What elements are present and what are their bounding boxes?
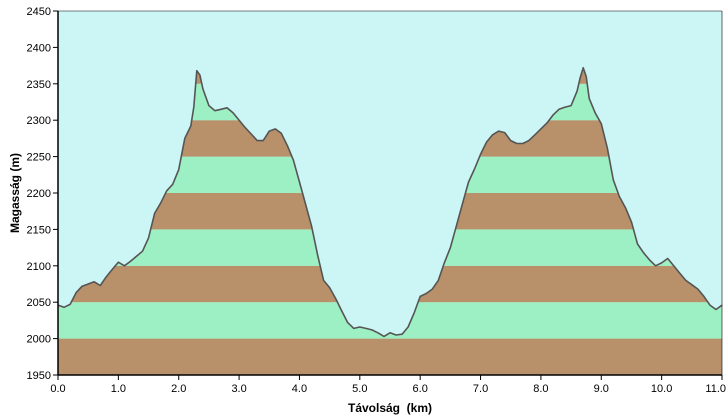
x-axis-ticks: 0.0 1.0 2.0 3.0 4.0 5.0 6.0 7.0 8.0 9.0 10.0 11.0 xyxy=(50,375,726,395)
x-tick-label: 8.0 xyxy=(533,383,548,395)
x-tick-label: 1.0 xyxy=(111,383,126,395)
y-axis-ticks: 1950 2000 2050 2100 2150 2200 2250 2300 2350 2400… xyxy=(27,6,58,382)
y-tick-label: 2450 xyxy=(27,6,51,18)
x-tick-label: 5.0 xyxy=(352,383,367,395)
x-tick-label: 0.0 xyxy=(50,383,65,395)
x-tick-label: 7.0 xyxy=(473,383,488,395)
sky-area xyxy=(58,11,722,337)
x-tick-label: 9.0 xyxy=(594,383,609,395)
y-tick-label: 2300 xyxy=(27,115,51,127)
x-tick-label: 6.0 xyxy=(413,383,428,395)
y-axis-label: Magasság (m) xyxy=(8,153,22,233)
x-tick-label: 3.0 xyxy=(231,383,246,395)
x-tick-label: 11.0 xyxy=(705,383,726,395)
y-tick-label: 2350 xyxy=(27,79,51,91)
x-tick-label: 10.0 xyxy=(651,383,672,395)
x-tick-label: 2.0 xyxy=(171,383,186,395)
elevation-profile-line xyxy=(57,67,723,338)
y-tick-label: 2250 xyxy=(27,152,51,164)
y-tick-label: 2200 xyxy=(27,188,51,200)
y-tick-label: 2150 xyxy=(27,224,51,236)
y-tick-label: 2100 xyxy=(27,261,51,273)
elevation-band xyxy=(58,338,722,375)
x-tick-label: 4.0 xyxy=(292,383,307,395)
y-tick-label: 2400 xyxy=(27,42,51,54)
y-tick-label: 2000 xyxy=(27,334,51,346)
y-tick-label: 2050 xyxy=(27,297,51,309)
y-tick-label: 1950 xyxy=(27,370,51,382)
x-axis-label: Távolság (km) xyxy=(348,401,432,415)
